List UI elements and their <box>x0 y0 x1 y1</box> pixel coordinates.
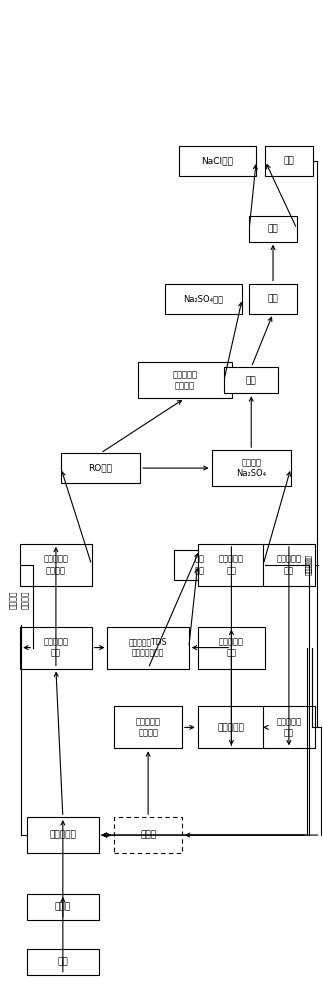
Text: 一级电渗析
二次浓水: 一级电渗析 二次浓水 <box>43 555 68 575</box>
Text: 二级电渗析
淡水: 二级电渗析 淡水 <box>219 555 244 575</box>
Text: 浓水返回: 浓水返回 <box>21 590 30 609</box>
Bar <box>198 544 265 586</box>
Text: 浓水返回: 浓水返回 <box>306 556 312 573</box>
Text: 浓水返回: 浓水返回 <box>9 590 18 609</box>
Bar <box>61 453 140 483</box>
Text: 预处理: 预处理 <box>55 902 71 911</box>
Bar <box>27 817 99 853</box>
Text: Na₂SO₄粗品: Na₂SO₄粗品 <box>183 294 224 303</box>
Bar <box>198 627 265 669</box>
Bar <box>20 627 92 669</box>
Text: 一级电渗析
淡水: 一级电渗析 淡水 <box>43 638 68 658</box>
Bar <box>263 706 315 748</box>
Bar <box>212 450 291 486</box>
Text: 三级电渗析: 三级电渗析 <box>218 723 245 732</box>
Bar <box>165 284 242 314</box>
Bar <box>249 216 297 242</box>
Text: 蒸馏水回用: 蒸馏水回用 <box>306 554 312 575</box>
Bar <box>138 362 232 398</box>
Text: NaCl粗品: NaCl粗品 <box>202 156 234 165</box>
Bar <box>263 544 315 586</box>
Text: 冷冻结晶
Na₂SO₄: 冷冻结晶 Na₂SO₄ <box>236 458 266 478</box>
Text: 三级电渗析
浓水: 三级电渗析 浓水 <box>276 717 301 737</box>
Text: 蒸馏水或低TDS
三级电渗析淡水: 蒸馏水或低TDS 三级电渗析淡水 <box>129 638 167 658</box>
Text: 滤液: 滤液 <box>284 156 294 165</box>
Bar <box>27 949 99 975</box>
Text: RO浓缩: RO浓缩 <box>89 464 112 473</box>
Text: 原水: 原水 <box>57 957 68 966</box>
Bar <box>179 146 256 176</box>
Text: 淡水回用于
前段工序: 淡水回用于 前段工序 <box>172 370 197 390</box>
Bar <box>249 284 297 314</box>
Text: 蒸馏水: 蒸馏水 <box>140 831 156 840</box>
Bar <box>114 706 182 748</box>
Text: 过滤: 过滤 <box>246 376 256 385</box>
Bar <box>114 817 182 853</box>
Bar <box>20 544 92 586</box>
Bar <box>174 550 225 580</box>
Text: 一级电渗析
一次浓水: 一级电渗析 一次浓水 <box>136 717 161 737</box>
Text: 一级电渗析: 一级电渗析 <box>49 831 76 840</box>
Text: 三级电渗析
淡水: 三级电渗析 淡水 <box>219 638 244 658</box>
Bar <box>265 146 313 176</box>
Text: 二级电渗析
浓水: 二级电渗析 浓水 <box>276 555 301 575</box>
Bar <box>198 706 265 748</box>
Text: 淡水
回用: 淡水 回用 <box>195 555 205 575</box>
Bar <box>108 627 189 669</box>
Bar <box>224 367 278 393</box>
Text: 蒸发: 蒸发 <box>268 294 278 303</box>
Text: 过滤: 过滤 <box>268 224 278 233</box>
Bar <box>27 894 99 920</box>
